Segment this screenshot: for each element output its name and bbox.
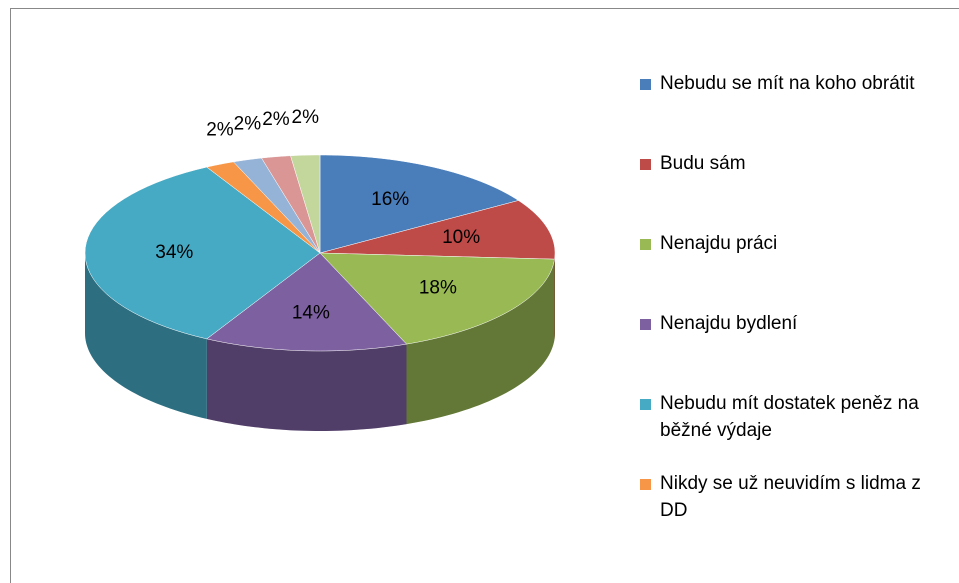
slice-side	[85, 253, 207, 419]
slice-side	[206, 338, 407, 431]
legend-label: Budu sám	[660, 153, 746, 174]
slice	[206, 252, 408, 352]
data-label: 16%	[371, 189, 409, 210]
legend-item: Nebudu se mít na koho obrátit	[640, 70, 940, 150]
legend-label: Nebudu mít dostatek peněz na běžné výdaj…	[660, 393, 919, 441]
slice	[206, 161, 321, 254]
slice	[261, 155, 321, 254]
legend-label: Nebudu se mít na koho obrátit	[660, 73, 915, 94]
legend-swatch	[640, 239, 651, 250]
legend-label: Nikdy se už neuvidím s lidma z DD	[660, 473, 921, 521]
data-label: 14%	[292, 303, 330, 324]
legend-item: Nenajdu práci	[640, 230, 940, 310]
slice	[319, 252, 555, 345]
legend-item: Nenajdu bydlení	[640, 310, 940, 390]
legend-swatch	[640, 479, 651, 490]
legend-label: Nenajdu práci	[660, 233, 778, 254]
slice-side-shade	[406, 259, 555, 425]
data-label: 2%	[292, 107, 320, 128]
legend-swatch	[640, 159, 651, 170]
data-label: 2%	[206, 120, 234, 141]
legend-label: Nenajdu bydlení	[660, 313, 798, 334]
slice-side-shade	[206, 338, 407, 431]
frame	[10, 8, 959, 583]
data-label: 34%	[155, 242, 193, 263]
slice	[290, 154, 321, 254]
legend-item: Nebudu mít dostatek peněz na běžné výdaj…	[640, 390, 940, 470]
legend-swatch	[640, 399, 651, 410]
legend-swatch	[640, 319, 651, 330]
data-label: 2%	[262, 109, 290, 130]
slice	[319, 154, 520, 254]
legend-swatch	[640, 79, 651, 90]
slice-side	[406, 259, 555, 425]
slice	[84, 166, 321, 340]
slice-side-shade	[85, 253, 207, 419]
legend-item: Budu sám	[640, 150, 940, 230]
data-label: 2%	[234, 113, 262, 134]
slice	[232, 157, 321, 254]
slice	[319, 200, 556, 260]
legend-item: Nikdy se už neuvidím s lidma z DD	[640, 470, 940, 550]
legend: Nebudu se mít na koho obrátit Budu sám Nen…	[640, 70, 940, 550]
data-label: 10%	[442, 227, 480, 248]
data-label: 18%	[419, 278, 457, 299]
